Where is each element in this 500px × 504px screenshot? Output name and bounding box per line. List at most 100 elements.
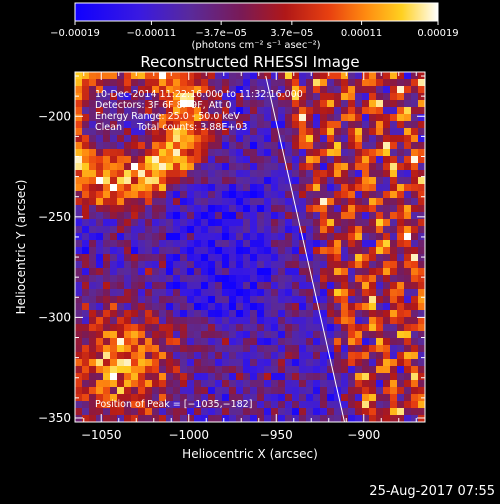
heatmap-cell <box>320 338 328 346</box>
heatmap-cell <box>390 359 398 367</box>
heatmap-cell <box>250 317 258 325</box>
heatmap-cell <box>187 226 195 234</box>
heatmap-cell <box>89 170 97 178</box>
heatmap-cell <box>264 366 272 374</box>
heatmap-cell <box>271 135 279 143</box>
heatmap-cell <box>222 100 230 108</box>
heatmap-cell <box>173 135 181 143</box>
heatmap-cell <box>355 240 363 248</box>
heatmap-cell <box>348 156 356 164</box>
heatmap-cell <box>285 303 293 311</box>
heatmap-cell <box>411 317 419 325</box>
heatmap-cell <box>152 296 160 304</box>
heatmap-cell <box>117 282 125 290</box>
heatmap-cell <box>411 345 419 353</box>
heatmap-cell <box>180 135 188 143</box>
heatmap-cell <box>271 373 279 381</box>
heatmap-cell <box>194 366 202 374</box>
heatmap-cell <box>152 317 160 325</box>
heatmap-cell <box>250 100 258 108</box>
heatmap-cell <box>369 219 377 227</box>
heatmap-cell <box>82 296 90 304</box>
colorbar: −0.00019 −0.00011 −3.7e−05 3.7e−05 0.00011 0.… <box>50 2 459 51</box>
heatmap-cell <box>306 184 314 192</box>
heatmap-cell <box>271 366 279 374</box>
heatmap-cell <box>390 205 398 213</box>
heatmap-cell <box>362 86 370 94</box>
heatmap-cell <box>103 282 111 290</box>
heatmap-cell <box>229 72 237 80</box>
heatmap-cell <box>390 86 398 94</box>
heatmap-cell <box>96 93 104 101</box>
heatmap-cell <box>383 198 391 206</box>
heatmap-cell <box>292 352 300 360</box>
heatmap-cell <box>299 338 307 346</box>
heatmap-cell <box>362 394 370 402</box>
heatmap-cell <box>264 226 272 234</box>
heatmap-cell <box>313 387 321 395</box>
heatmap-cell <box>124 233 132 241</box>
heatmap-cell <box>306 401 314 409</box>
heatmap-cell <box>383 282 391 290</box>
heatmap-cell <box>278 233 286 241</box>
heatmap-cell <box>215 387 223 395</box>
heatmap-cell <box>243 142 251 150</box>
heatmap-cell <box>215 177 223 185</box>
heatmap-cell <box>306 79 314 87</box>
heatmap-cell <box>208 338 216 346</box>
heatmap-cell <box>383 261 391 269</box>
heatmap-cell <box>348 380 356 388</box>
heatmap-cell <box>383 289 391 297</box>
heatmap-cell <box>313 282 321 290</box>
heatmap-cell <box>152 184 160 192</box>
heatmap-cell <box>187 303 195 311</box>
heatmap-cell <box>75 408 83 416</box>
heatmap-cell <box>404 233 412 241</box>
heatmap-cell <box>96 331 104 339</box>
heatmap-cell <box>138 212 146 220</box>
heatmap-cell <box>222 233 230 241</box>
heatmap-cell <box>180 324 188 332</box>
heatmap-cell <box>229 135 237 143</box>
heatmap-cell <box>187 107 195 115</box>
heatmap-cell <box>138 254 146 262</box>
heatmap-cell <box>292 93 300 101</box>
heatmap-cell <box>397 394 405 402</box>
heatmap-cell <box>208 149 216 157</box>
heatmap-cell <box>264 373 272 381</box>
heatmap-cell <box>166 303 174 311</box>
heatmap-cell <box>306 226 314 234</box>
heatmap-cell <box>201 93 209 101</box>
heatmap-cell <box>131 296 139 304</box>
heatmap-cell <box>187 240 195 248</box>
heatmap-cell <box>96 366 104 374</box>
heatmap-cell <box>117 366 125 374</box>
heatmap-cell <box>138 373 146 381</box>
heatmap-cell <box>173 261 181 269</box>
heatmap-cell <box>418 408 425 416</box>
heatmap-cell <box>299 142 307 150</box>
heatmap-cell <box>334 72 342 80</box>
heatmap-cell <box>264 219 272 227</box>
heatmap-cell <box>376 156 384 164</box>
heatmap-cell <box>264 331 272 339</box>
heatmap-cell <box>194 149 202 157</box>
heatmap-cell <box>208 128 216 136</box>
heatmap-cell <box>145 254 153 262</box>
heatmap-cell <box>201 177 209 185</box>
heatmap-cell <box>145 282 153 290</box>
heatmap-cell <box>229 415 237 422</box>
heatmap-cell <box>110 282 118 290</box>
heatmap-cell <box>397 93 405 101</box>
heatmap-cell <box>173 247 181 255</box>
heatmap-cell <box>355 107 363 115</box>
heatmap-cell <box>250 121 258 129</box>
heatmap-cell <box>285 170 293 178</box>
heatmap-cell <box>222 198 230 206</box>
heatmap-cell <box>138 380 146 388</box>
heatmap-cell <box>327 373 335 381</box>
heatmap-cell <box>243 303 251 311</box>
heatmap-cell <box>313 261 321 269</box>
heatmap-cell <box>411 401 419 409</box>
heatmap-cell <box>96 177 104 185</box>
